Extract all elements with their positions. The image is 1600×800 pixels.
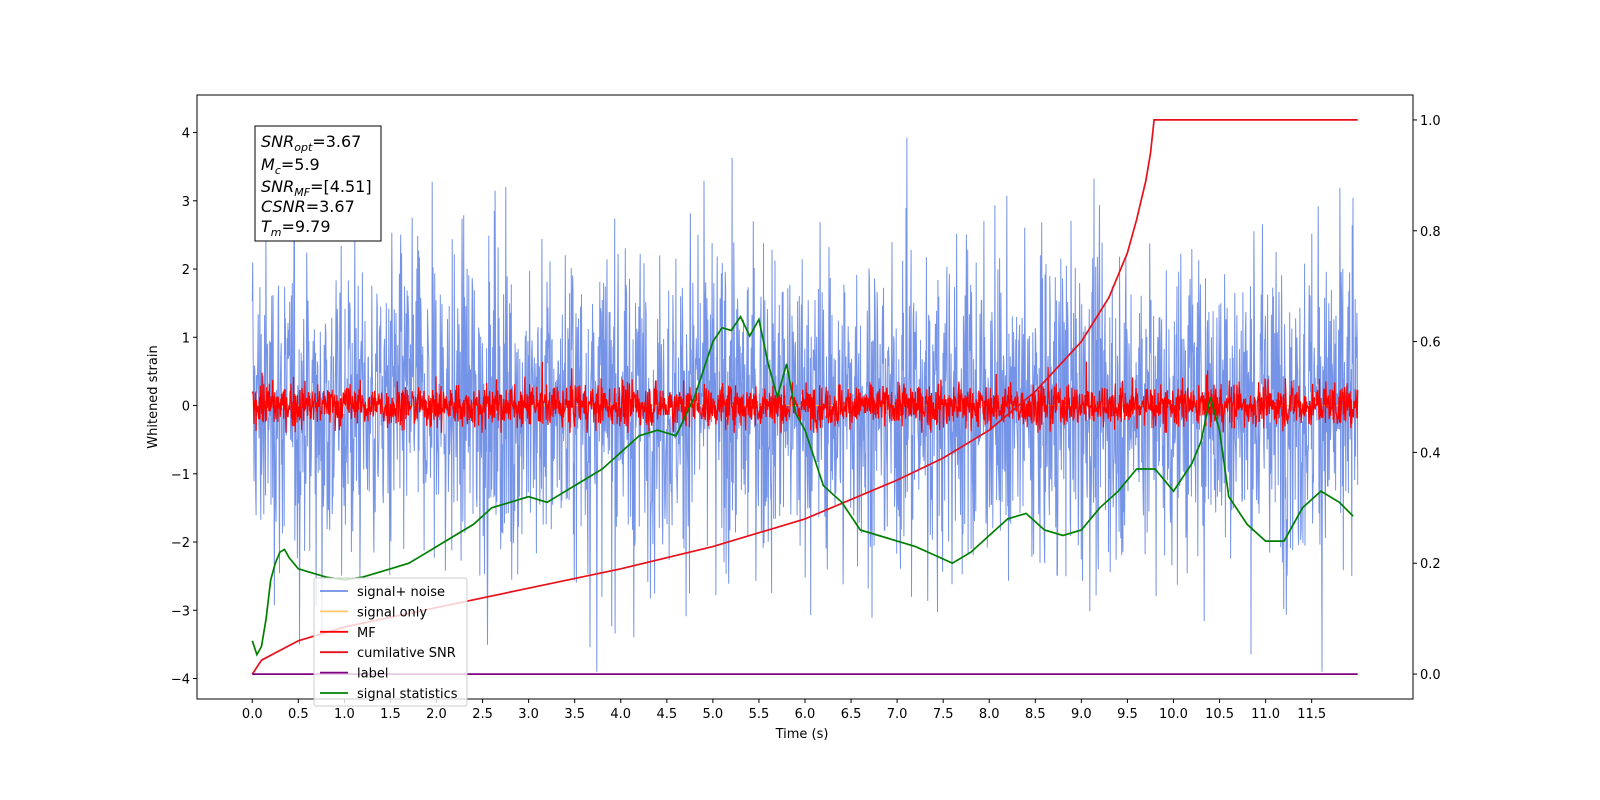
legend-signal-noise-label: signal+ noise — [357, 585, 445, 600]
x-tick-label: 3.5 — [564, 707, 585, 722]
x-tick-label: 1.0 — [334, 707, 355, 722]
y-tick-label: 1 — [182, 331, 190, 346]
y-tick-label: −3 — [171, 604, 190, 619]
legend-signal-only-label: signal only — [357, 605, 427, 620]
x-tick-label: 9.0 — [1071, 707, 1092, 722]
x-tick-label: 11.0 — [1251, 707, 1280, 722]
y-tick-label: 4 — [182, 127, 190, 142]
x-tick-label: 6.0 — [795, 707, 816, 722]
legend: signal+ noise signal only MF cumilative SNR… — [313, 577, 468, 707]
y2-tick-label: 0.6 — [1420, 336, 1441, 351]
x-tick-label: 11.5 — [1297, 707, 1326, 722]
y-tick-label: −4 — [171, 673, 190, 688]
series-mf-line — [251, 361, 1359, 433]
info-mc: Mc=5.9 — [261, 155, 320, 177]
x-axis-label: Time (s) — [775, 727, 829, 742]
y2-axis-ticks: 0.0 0.2 0.4 0.6 0.8 1.0 — [1413, 114, 1441, 683]
x-tick-label: 5.5 — [749, 707, 770, 722]
y-tick-label: 2 — [182, 263, 190, 278]
x-tick-label: 5.0 — [703, 707, 724, 722]
y-axis-label: Whitened strain — [146, 345, 161, 448]
x-tick-label: 9.5 — [1117, 707, 1138, 722]
x-tick-label: 0.0 — [242, 707, 263, 722]
x-axis-ticks: 0.0 0.5 1.0 1.5 2.0 2.5 3.0 3.5 4.0 4.5 5.0 5.5 6.0 6… — [242, 699, 1326, 722]
y2-tick-label: 0.0 — [1420, 668, 1441, 683]
y-tick-label: 3 — [182, 195, 190, 210]
y-tick-label: −2 — [171, 536, 190, 551]
info-snr-mf: SNRMF=[4.51] — [261, 177, 372, 199]
x-tick-label: 2.5 — [472, 707, 493, 722]
y-tick-label: −1 — [171, 468, 190, 483]
y2-tick-label: 0.4 — [1420, 446, 1441, 461]
y-tick-label: 0 — [182, 400, 190, 415]
x-tick-label: 10.5 — [1205, 707, 1234, 722]
info-tm: Tm=9.79 — [261, 217, 331, 239]
info-csnr: CSNR=3.67 — [261, 197, 355, 216]
info-snr-opt: SNRopt=3.67 — [261, 132, 361, 154]
info-box: SNRopt=3.67 Mc=5.9 SNRMF=[4.51] CSNR=3.6… — [254, 125, 382, 242]
info-box-frame — [254, 125, 382, 242]
y2-tick-label: 1.0 — [1420, 114, 1441, 129]
legend-frame — [313, 577, 468, 707]
x-tick-label: 6.5 — [841, 707, 862, 722]
series-signal-noise-line — [251, 137, 1359, 672]
x-tick-label: 4.5 — [656, 707, 677, 722]
x-tick-label: 0.5 — [288, 707, 309, 722]
x-tick-label: 4.0 — [610, 707, 631, 722]
x-tick-label: 8.0 — [979, 707, 1000, 722]
x-tick-label: 1.5 — [380, 707, 401, 722]
legend-mf-label: MF — [357, 626, 376, 641]
y2-tick-label: 0.2 — [1420, 557, 1441, 572]
x-tick-label: 2.0 — [426, 707, 447, 722]
x-tick-label: 10.0 — [1159, 707, 1188, 722]
y-axis-ticks: −4 −3 −2 −1 0 1 2 3 4 — [171, 127, 197, 688]
x-tick-label: 8.5 — [1025, 707, 1046, 722]
legend-cumilative-snr-label: cumilative SNR — [357, 646, 456, 661]
legend-signal-statistics-label: signal statistics — [357, 687, 458, 702]
y2-tick-label: 0.8 — [1420, 225, 1441, 240]
x-tick-label: 7.0 — [887, 707, 908, 722]
legend-label-label: label — [357, 667, 388, 682]
x-tick-label: 3.0 — [518, 707, 539, 722]
x-tick-label: 7.5 — [933, 707, 954, 722]
